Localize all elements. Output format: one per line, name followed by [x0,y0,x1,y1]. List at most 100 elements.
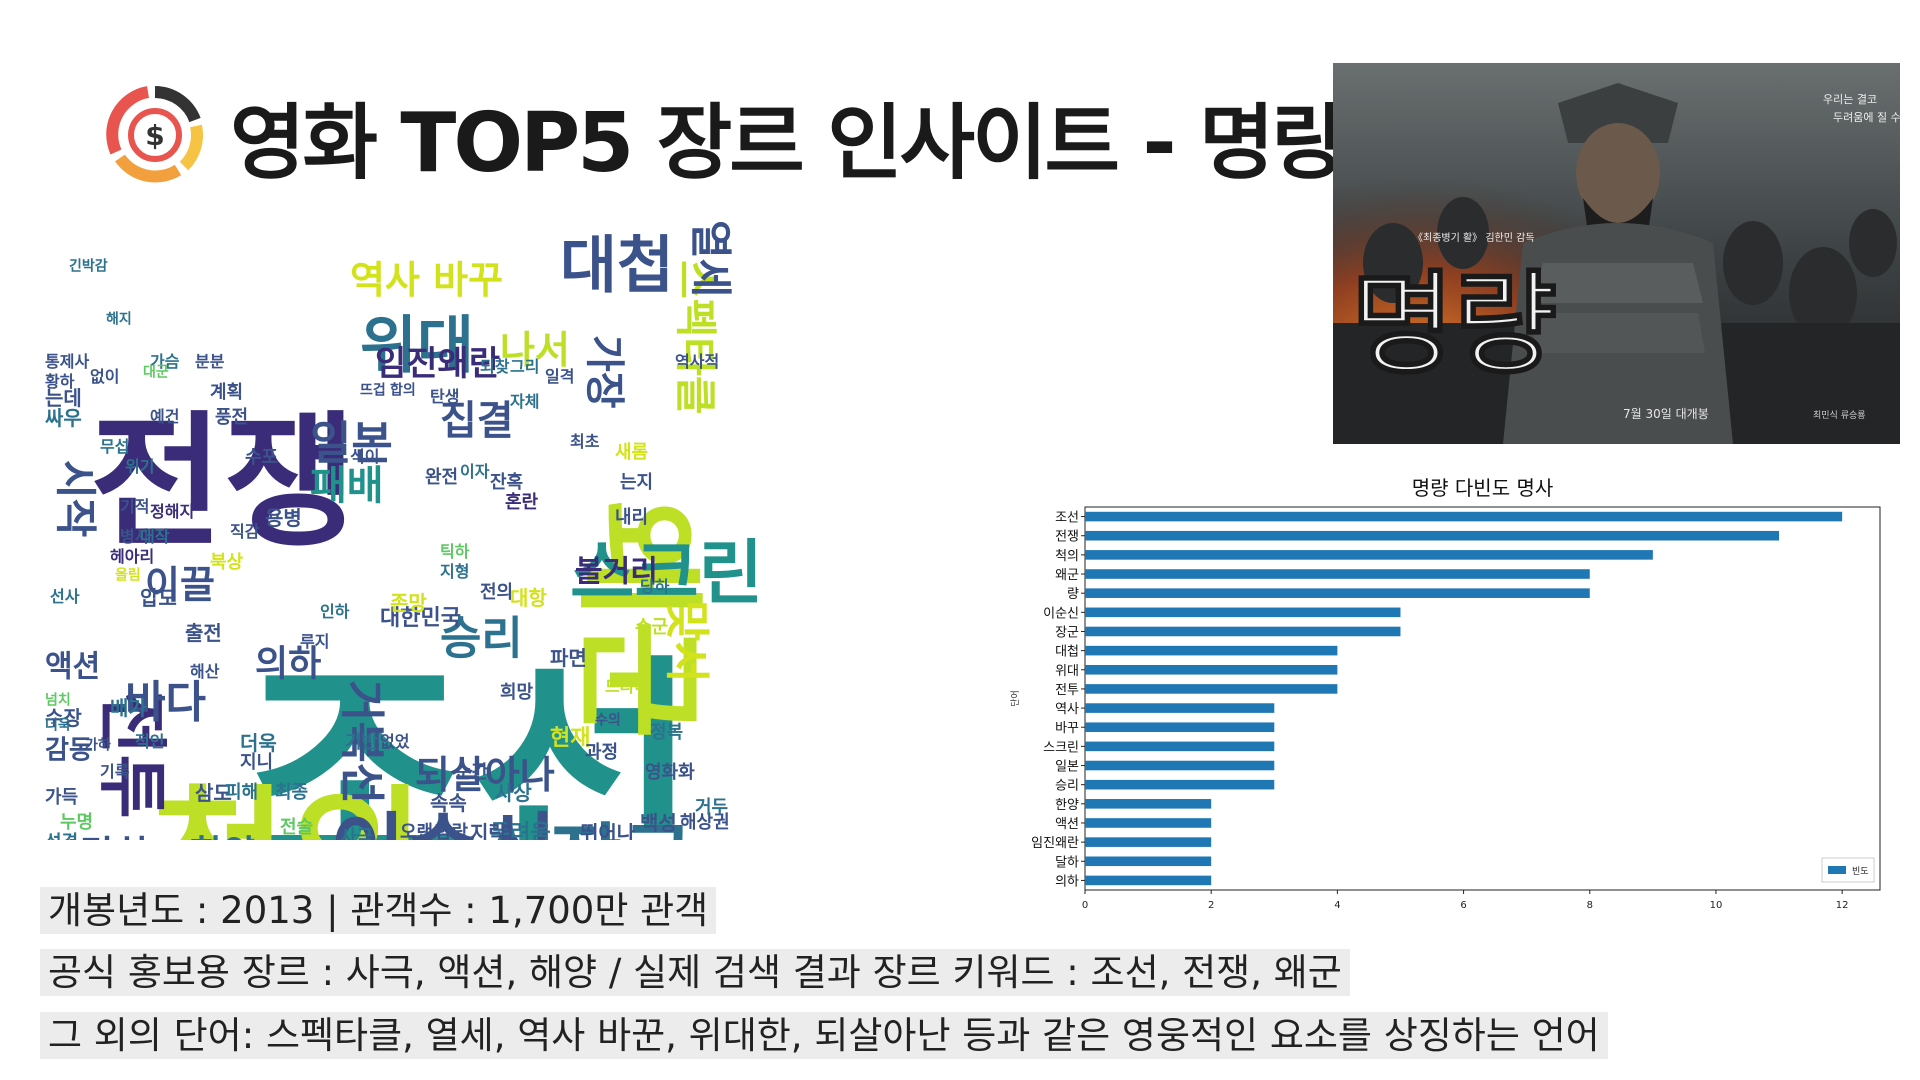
word-cloud-word: 희망 [500,682,534,703]
word-cloud-word: 가득 [45,787,78,808]
chart-x-tick-label: 12 [1836,900,1849,911]
chart-legend-label: 빈도 [1852,866,1869,877]
word-cloud-word: 전쟁 [90,398,357,567]
word-cloud-word: 탄생 [430,387,459,406]
word-cloud-word: 당하 [640,577,670,596]
word-cloud-word: 가슴 [150,352,180,371]
chart-y-tick-label: 조선 [1055,511,1079,526]
word-cloud-word: 볼거리 [575,555,658,590]
word-cloud-word: 넘치 [45,693,71,709]
chart-y-tick-label: 액션 [1055,817,1079,832]
word-cloud-word: 최초 [570,432,600,451]
word-cloud-word: 싸우 [45,406,82,430]
chart-y-tick-label: 스크린 [1043,740,1079,755]
word-cloud-word: 패배 [310,463,384,509]
word-cloud-word: 역사적 [675,352,719,371]
word-cloud-word: 거북선 [335,680,388,804]
word-cloud-word: 일본 [310,417,393,470]
word-cloud-word: 내리 [615,507,648,528]
chart-y-tick-label: 척의 [1055,549,1079,564]
chart-bar [1085,741,1275,752]
word-cloud-word: 정해지 [150,502,194,521]
word-cloud-word: 대첩 [560,228,674,301]
word-cloud-word: 적인 [135,732,164,751]
word-cloud-word: 되찾 [480,357,510,376]
chart-bar [1085,875,1212,886]
word-cloud-word: 순간 [455,762,489,783]
chart-bar [1085,703,1275,713]
chart-y-tick-label: 왜군 [1055,568,1079,583]
word-cloud-word: 한양 [190,834,256,840]
word-cloud-word: 오랜 [400,822,433,840]
word-cloud-word: 드라마 [605,677,649,696]
info-line-3: 그 외의 단어: 스펙타클, 열세, 역사 바꾼, 위대한, 되살아난 등과 같… [40,1012,1608,1059]
chart-plot-frame [1084,506,1881,891]
word-cloud-word: 감동 [45,735,93,765]
word-cloud-word: 그리 [510,357,539,376]
word-cloud-word: 삼도 [195,781,232,805]
word-cloud-word: 역사 바꾸 [350,258,503,302]
chart-y-tick-label: 이순신 [1043,606,1079,621]
chart-x-tick-label: 2 [1208,900,1214,911]
word-cloud-word: 수의 [595,712,621,729]
word-cloud-word: 지형 [440,562,469,581]
word-cloud-word: 예건 [150,407,179,426]
chart-y-tick-label: 역사 [1055,702,1079,717]
word-cloud-word: 없었 [380,732,410,751]
chart-bar [1085,550,1653,560]
poster-title: 명량 [1351,259,1557,390]
word-cloud-word: 더욱 [45,718,71,734]
chart-bar [1085,684,1338,694]
word-cloud-word: 최종 [275,782,308,803]
word-cloud-word: 이순신 [330,805,556,840]
chart-x-tick-label: 10 [1710,900,1723,911]
word-cloud-word: 긴박감 [69,258,108,275]
word-cloud-word: 척의 [150,772,426,840]
word-cloud-word: 기적 [120,497,149,516]
word-cloud-word: 바다 [125,677,206,728]
word-cloud-word: 풍전 [215,407,248,428]
word-cloud-word: 집결 [440,398,514,444]
word-cloud-word: 과정 [585,742,618,763]
word-cloud-word: 가장 [581,335,627,409]
word-cloud-word: 거두 [695,797,728,818]
word-cloud-word: 스펙타클 [671,260,720,415]
chart-y-tick-label: 대첩 [1055,645,1079,660]
page-title: 영화 TOP5 장르 인사이트 - 명량 [230,95,1347,191]
word-cloud-word: 해상권 [680,812,730,833]
chart-bar [1085,760,1275,771]
word-cloud-word: 해산 [190,662,220,681]
word-cloud-word: 가하 [85,737,111,754]
chart-bar [1085,645,1338,656]
word-cloud-word: 장군 [550,816,694,840]
word-cloud-word: 되살아나 [415,753,555,797]
word-cloud-word: 출전 [185,621,222,645]
word-cloud-word: 수장 [45,706,82,730]
svg-text:$: $ [145,119,164,152]
info-other-words: 그 외의 단어: 스펙타클, 열세, 역사 바꾼, 위대한, 되살아난 등과 같… [40,1005,1608,1059]
word-cloud-word: 분분 [195,352,225,371]
chart-bar [1085,511,1843,522]
chart-y-tick-label: 위대 [1055,664,1079,679]
poster-tagline-1: 우리는 결코 [1823,93,1877,106]
word-cloud-word: 용병 [265,506,302,530]
chart-y-tick-label: 바꾸 [1055,721,1079,736]
word-cloud-word: 열세 [686,220,735,297]
word-cloud-word: 는데 [45,386,82,410]
chart-y-tick-label: 임진왜란 [1031,836,1079,851]
word-cloud-word: 틱하 [440,542,470,561]
chart-bar [1085,856,1212,867]
chart-bar [1085,722,1275,733]
word-cloud-word: 기록 [100,762,130,781]
chart-y-tick-label: 한양 [1055,798,1079,813]
chart-bar [1085,799,1212,809]
word-cloud-word: 전의 [480,582,513,603]
word-cloud-word: 수군 [635,617,668,638]
chart-y-tick-label: 량 [1067,587,1079,602]
chart-y-tick-label: 의하 [1055,874,1079,889]
word-cloud-word: 통제사 [45,352,89,371]
chart-bar [1085,626,1401,637]
chart-legend-swatch [1828,866,1846,874]
